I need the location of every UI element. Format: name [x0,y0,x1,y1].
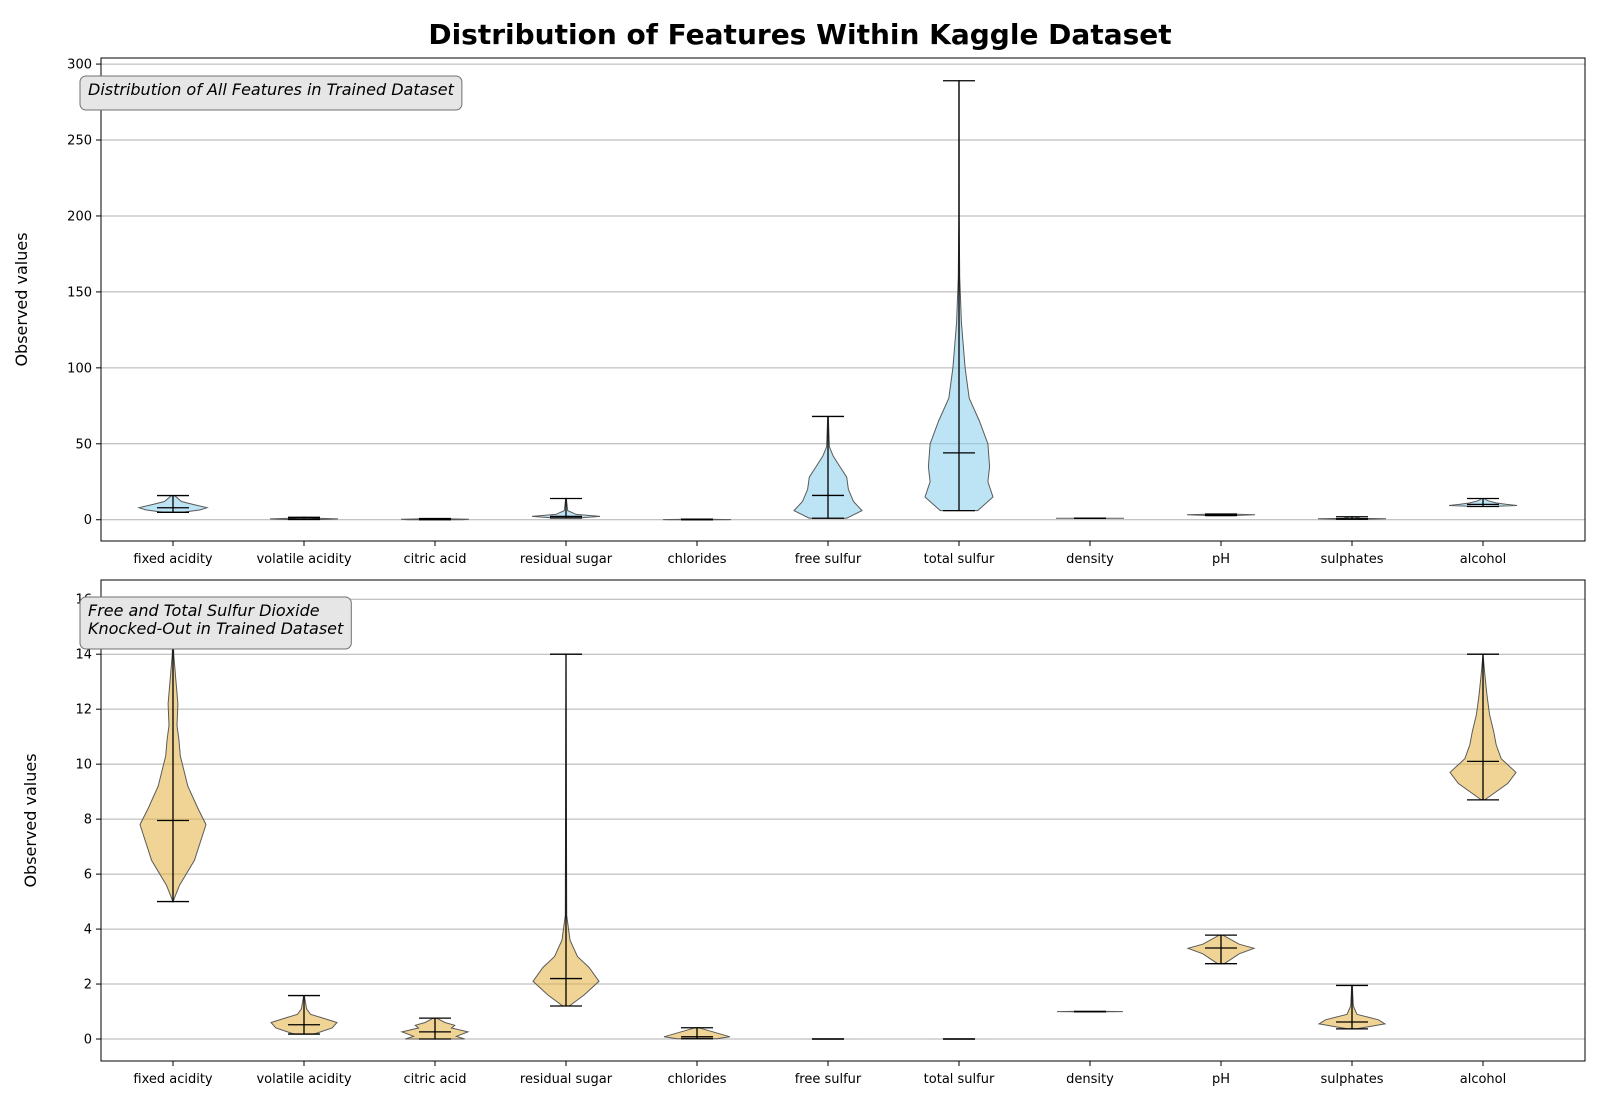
violin-volatile-acidity [270,994,338,1035]
y-axis-label: Observed values [21,753,40,887]
violin-pH [1186,513,1256,517]
violin-chlorides [663,1027,731,1040]
annotation-box: Free and Total Sulfur DioxideKnocked-Out… [79,596,352,650]
violin-free-sulfur [793,415,863,519]
x-tick-label: citric acid [403,552,466,567]
y-tick-label: 8 [84,813,92,828]
violin-citric-acid [400,1017,470,1040]
x-tick-label: residual sugar [520,552,613,567]
x-tick-label: citric acid [403,1072,466,1087]
y-tick-label: 50 [75,437,92,452]
x-tick-label: chlorides [668,552,727,567]
violin-alcohol [1448,497,1518,508]
y-axis-label: Observed values [12,232,31,366]
y-tick-label: 250 [67,134,92,149]
violin-sulphates [1317,984,1387,1030]
axes-frame [100,57,1586,542]
violin-chlorides [662,518,732,521]
annotation-box: Distribution of All Features in Trained … [79,75,463,111]
violin-fixed-acidity [137,494,209,513]
y-tick-label: 200 [67,209,92,224]
y-tick-label: 0 [84,513,92,528]
annotation-line: Free and Total Sulfur Dioxide [88,601,320,620]
x-tick-label: pH [1212,1072,1230,1087]
x-tick-label: total sulfur [924,1072,995,1087]
violin-alcohol [1449,653,1517,801]
y-tick-label: 300 [67,58,92,73]
violin-pH [1186,934,1256,965]
x-tick-label: volatile acidity [256,1072,351,1087]
y-tick-label: 12 [75,703,92,718]
x-tick-label: fixed acidity [133,1072,213,1087]
violin-total-sulfur [924,80,994,512]
y-tick-label: 14 [75,648,92,663]
panel-all-features: 0 50 100 150 200 250 300 fixed acidity volatile … [12,57,1586,567]
x-tick-label: density [1066,552,1114,567]
violin-residual-sugar [531,497,601,519]
violin-volatile-acidity [269,516,339,521]
y-tick-label: 4 [84,923,92,938]
x-tick-label: density [1066,1072,1114,1087]
x-tick-label: volatile acidity [256,552,351,567]
x-tick-label: free sulfur [795,552,862,567]
violin-citric-acid [400,517,470,521]
x-tick-label: sulphates [1321,1072,1384,1087]
violin-residual-sugar [532,653,600,1007]
y-tick-label: 0 [84,1033,92,1048]
axes-frame [100,579,1586,1062]
x-tick-label: alcohol [1460,1072,1506,1087]
annotation-line: Distribution of All Features in Trained … [88,80,455,99]
y-tick-label: 2 [84,978,92,993]
x-tick-label: pH [1212,552,1230,567]
x-tick-label: fixed acidity [133,552,213,567]
x-tick-label: chlorides [668,1072,727,1087]
y-tick-label: 6 [84,868,92,883]
figure-title: Distribution of Features Within Kaggle D… [428,18,1171,51]
annotation-background [79,596,352,650]
annotation-background [79,75,463,111]
y-tick-label: 100 [67,361,92,376]
x-tick-label: residual sugar [520,1072,613,1087]
x-tick-label: alcohol [1460,552,1506,567]
x-tick-label: sulphates [1321,552,1384,567]
violin-sulphates [1317,516,1387,520]
x-tick-label: free sulfur [795,1072,862,1087]
y-tick-label: 150 [67,285,92,300]
annotation-line: Knocked-Out in Trained Dataset [88,619,344,638]
y-tick-label: 10 [75,758,92,773]
x-tick-label: total sulfur [924,552,995,567]
